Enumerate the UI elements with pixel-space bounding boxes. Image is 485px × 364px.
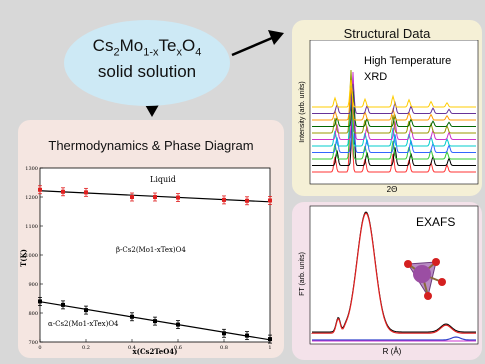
data-point: [153, 319, 157, 324]
exafs-component-blue: [312, 336, 476, 341]
x-tick-label: 0.4: [128, 345, 136, 351]
exafs-ylabel: FT (arb. units): [299, 252, 306, 296]
xrd-plot: High Temperature XRD Intensity (arb. uni…: [299, 40, 479, 194]
xrd-pattern: [312, 79, 476, 108]
xrd-annotation-1: High Temperature: [364, 55, 451, 67]
formula: Cs2Mo1-xTexO4: [92, 36, 202, 59]
xrd-xlabel: 2Θ: [387, 185, 398, 194]
data-point: [61, 302, 65, 307]
xrd-pattern: [312, 73, 476, 147]
x-tick-label: 1: [268, 345, 271, 351]
data-point: [130, 314, 134, 319]
data-point: [130, 195, 134, 199]
data-point: [268, 198, 272, 203]
data-point: [176, 322, 180, 327]
region-label-alpha: α-Cs2(Mo1-xTex)O4: [48, 320, 119, 328]
molecule-icon: [404, 258, 446, 300]
x-tick-label: 0.2: [82, 345, 90, 351]
x-tick-label: 0: [38, 345, 41, 351]
y-tick-label: 1300: [25, 166, 38, 172]
thermodynamics-title: Thermodynamics & Phase Diagram: [48, 138, 254, 153]
x-axis-label: x(Cs2TeO4): [132, 347, 177, 356]
y-tick-label: 800: [28, 311, 38, 317]
y-tick-label: 700: [28, 340, 38, 346]
x-tick-label: 0.6: [174, 345, 182, 351]
solid-solution-title: Cs2Mo1-xTexO4 solid solution: [64, 36, 230, 82]
formula-subtitle: solid solution: [97, 62, 197, 82]
data-point: [245, 333, 249, 338]
data-point: [176, 195, 180, 200]
region-label-liquid: Liquid: [150, 175, 176, 184]
x-tick-label: 0.8: [220, 345, 228, 351]
data-point: [268, 337, 272, 342]
region-label-beta: β-Cs2(Mo1-xTex)O4: [116, 246, 186, 254]
data-point: [38, 299, 42, 304]
xrd-pattern: [312, 79, 476, 166]
y-axis-label: T(K): [19, 249, 28, 267]
data-point: [38, 187, 42, 192]
data-point: [84, 190, 88, 195]
y-tick-label: 900: [28, 282, 38, 288]
y-tick-label: 1000: [25, 253, 38, 259]
solid-solution-ellipse: [64, 20, 230, 106]
exafs-title: EXAFS: [416, 215, 455, 229]
data-point: [222, 197, 226, 202]
data-point: [222, 331, 226, 336]
xrd-pattern: [312, 91, 476, 127]
xrd-pattern: [312, 75, 476, 153]
exafs-xlabel: R (Å): [383, 347, 402, 356]
structural-title: Structural Data: [343, 26, 431, 41]
data-point: [61, 189, 65, 194]
exafs-fit-curve: [311, 212, 476, 334]
data-point: [153, 195, 157, 199]
y-tick-label: 1100: [25, 224, 38, 230]
exafs-plot: EXAFS FT (arb. units) R (Å): [299, 205, 479, 356]
xrd-annotation-2: XRD: [364, 71, 387, 83]
xrd-pattern: [312, 71, 476, 140]
phase-diagram-chart: 700 800 900 1000 1100 1200 1300 0 0.2 0.4 0.6 0.8 1…: [19, 166, 272, 356]
data-point: [84, 308, 88, 313]
xrd-pattern: [312, 81, 476, 173]
y-tick-label: 1200: [25, 195, 38, 201]
xrd-pattern: [312, 77, 476, 160]
xrd-pattern: [312, 83, 476, 114]
xrd-ylabel: Intensity (arb. units): [299, 81, 306, 142]
data-point: [245, 198, 249, 203]
xrd-pattern: [312, 87, 476, 121]
